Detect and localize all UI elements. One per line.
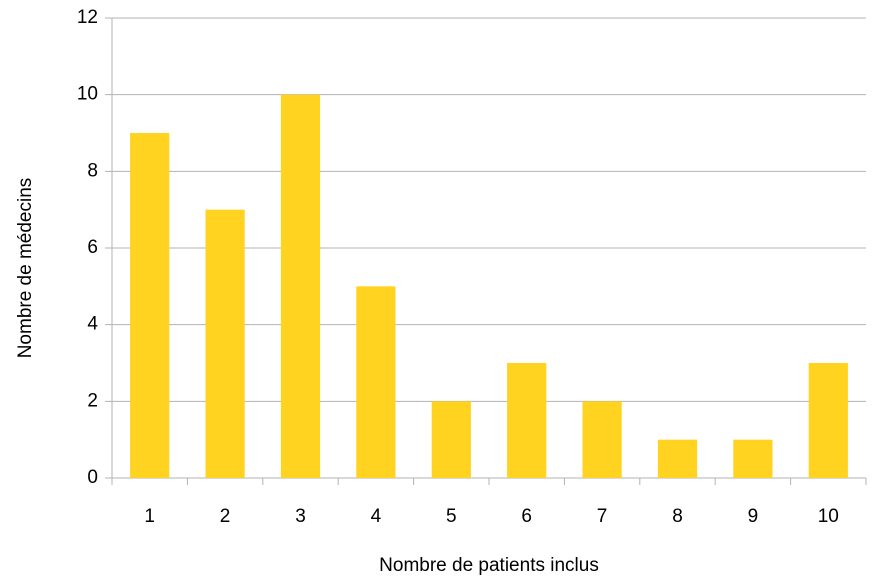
y-tick-label: 0 bbox=[87, 467, 98, 488]
x-tick-label: 2 bbox=[220, 506, 231, 527]
y-tick-label: 4 bbox=[87, 314, 98, 335]
x-tick-label: 1 bbox=[144, 506, 155, 527]
x-axis-title: Nombre de patients inclus bbox=[379, 555, 599, 576]
y-tick-label: 10 bbox=[77, 84, 98, 105]
bar bbox=[808, 363, 848, 478]
y-axis-title: Nombre de médecins bbox=[15, 178, 36, 359]
bar bbox=[205, 209, 245, 478]
x-tick-label: 8 bbox=[672, 506, 683, 527]
x-tick-label: 4 bbox=[371, 506, 382, 527]
bar bbox=[507, 363, 547, 478]
y-tick-label: 6 bbox=[87, 237, 98, 258]
x-tick-label: 6 bbox=[521, 506, 532, 527]
y-tick-label: 12 bbox=[77, 7, 98, 28]
bar bbox=[130, 133, 170, 478]
x-tick-label: 10 bbox=[818, 506, 839, 527]
bar bbox=[280, 94, 321, 479]
x-tick-label: 3 bbox=[295, 506, 306, 527]
bar bbox=[582, 401, 622, 478]
x-tick-label: 5 bbox=[446, 506, 457, 527]
bar bbox=[431, 401, 471, 478]
bar bbox=[733, 439, 773, 478]
bar bbox=[356, 286, 396, 478]
y-tick-label: 8 bbox=[87, 160, 98, 181]
bar bbox=[657, 439, 698, 478]
x-tick-label: 7 bbox=[597, 506, 608, 527]
y-tick-label: 2 bbox=[87, 390, 98, 411]
x-tick-label: 9 bbox=[748, 506, 759, 527]
